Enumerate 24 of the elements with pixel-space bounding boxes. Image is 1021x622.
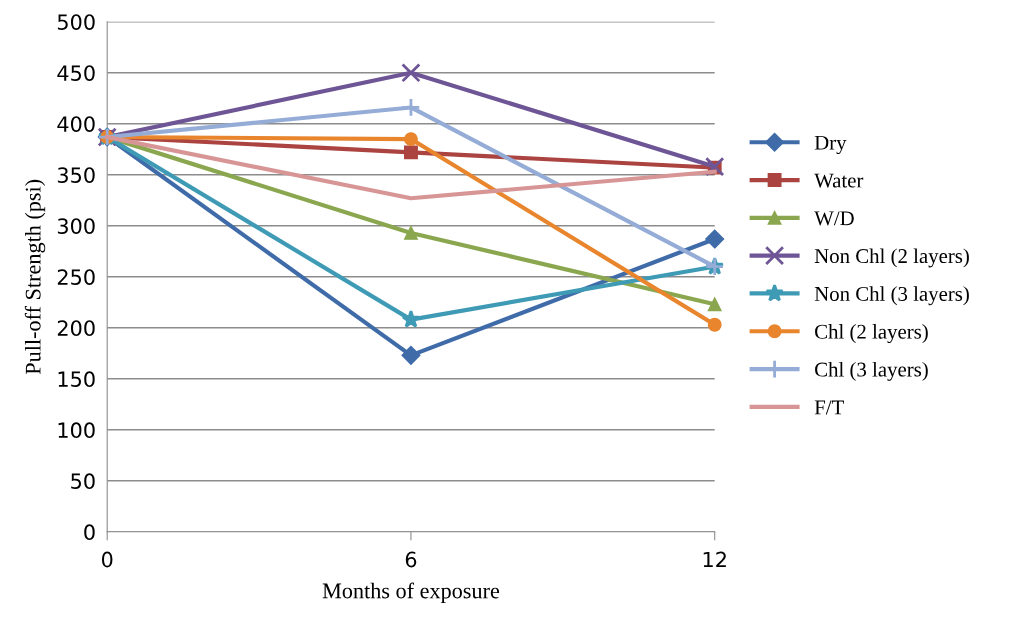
y-tick-label: 50 <box>71 473 95 490</box>
y-tick-label: 500 <box>57 14 95 30</box>
legend-label: Chl (2 layers) <box>815 324 928 344</box>
y-tick-label: 350 <box>57 167 95 183</box>
legend-label: W/D <box>814 211 854 226</box>
legend-label: Non Chl (2 layers) <box>814 248 969 268</box>
y-tick-label: 150 <box>58 371 95 388</box>
legend-label: Non Chl (3 layers) <box>814 286 969 306</box>
legend-label: Dry <box>814 135 847 155</box>
y-tick-label: 100 <box>58 422 95 439</box>
x-axis-title: Months of exposure <box>322 582 500 603</box>
y-tick-label: 0 <box>84 524 95 541</box>
legend-label: F/T <box>814 400 844 415</box>
x-tick-label: 12 <box>703 551 726 568</box>
y-tick-label: 450 <box>57 65 95 81</box>
x-tick-label: 0 <box>101 551 113 568</box>
y-tick-label: 200 <box>57 320 95 337</box>
legend-label: Water <box>814 173 864 188</box>
y-tick-label: 400 <box>57 116 95 132</box>
legend-label: Chl (3 layers) <box>815 361 928 381</box>
y-tick-label: 250 <box>57 269 95 285</box>
x-tick-label: 6 <box>405 551 417 568</box>
y-tick-label: 300 <box>57 218 95 234</box>
y-axis-title: Pull-off Strength (psi) <box>24 179 46 375</box>
